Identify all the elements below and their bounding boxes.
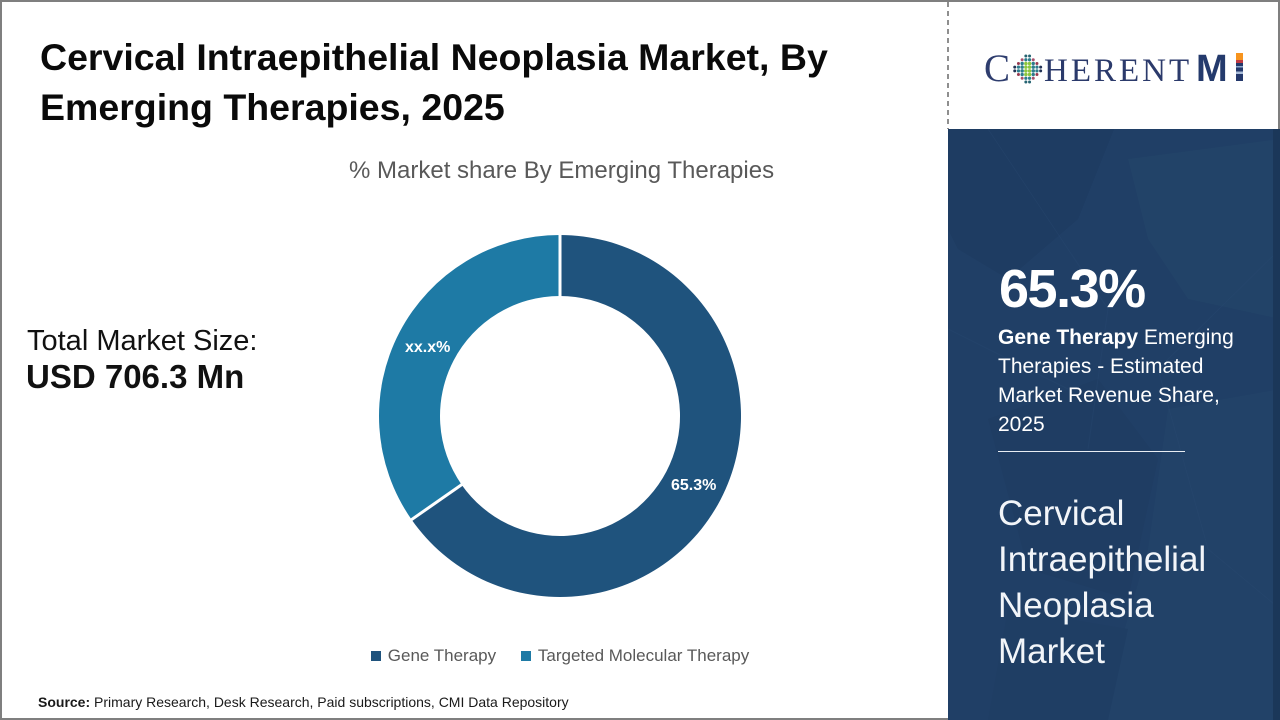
svg-text:HERENT: HERENT xyxy=(1044,53,1192,89)
svg-text:C: C xyxy=(984,47,1010,90)
svg-text:M: M xyxy=(1196,48,1228,90)
